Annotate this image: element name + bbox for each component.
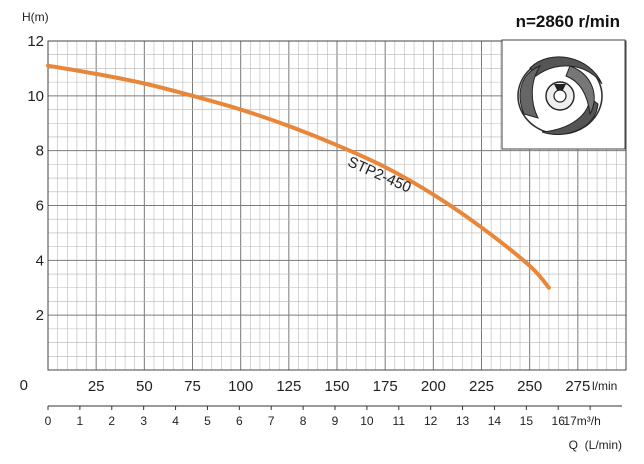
secondary-tick-label: 8 [300,414,307,428]
x-tick-label: 75 [184,378,201,395]
secondary-tick-label: 11 [393,414,406,428]
secondary-tick-label: 9 [332,414,339,428]
plot-border [47,40,627,371]
impeller-inset [501,39,626,150]
secondary-tick-label: 6 [236,414,243,428]
y-axis-label: H(m) [22,10,49,24]
secondary-tick-label: 4 [172,414,179,428]
secondary-tick-label: 12 [424,414,438,428]
y-tick-label: 2 [36,307,44,324]
secondary-tick-label: 7 [268,414,275,428]
y-tick-label: 10 [27,88,44,105]
x-tick-label: 125 [276,378,301,395]
series-curves [46,63,551,290]
series-line [46,63,551,290]
secondary-tick-label: 2 [108,414,115,428]
y-tick-labels: 2 4 6 8 10 12 [27,33,44,324]
y-tick-label: 8 [36,143,44,160]
secondary-tick-label: 13 [456,414,470,428]
secondary-tick-label: 0 [45,414,52,428]
secondary-tick-label: 5 [204,414,211,428]
secondary-axis-label: Q (L/min) [569,438,622,452]
y-tick-label: 6 [36,198,44,215]
x-tick-label: 150 [324,378,349,395]
x-tick-label: 25 [88,378,105,395]
x-unit-label: l/min [592,379,617,393]
x-tick-label: 200 [421,378,446,395]
secondary-tick-label: 15 [520,414,534,428]
x-tick-label: 100 [228,378,253,395]
x-tick-labels: 25 50 75 100 125 150 175 200 225 250 275 [88,378,591,395]
x-tick-label: 50 [136,378,153,395]
x-tick-label: 225 [469,378,494,395]
x-tick-label: 250 [517,378,542,395]
y-zero-label: 0 [20,377,28,394]
x-tick-label: 275 [565,378,590,395]
secondary-tick-label: 16 [552,414,566,428]
secondary-tick-label: 14 [488,414,502,428]
secondary-tick-label: 10 [360,414,374,428]
secondary-tick-label: 17m³/h [563,414,600,428]
secondary-tick-label: 3 [140,414,147,428]
impeller-icon [517,56,603,135]
y-tick-label: 12 [27,33,44,50]
secondary-tick-label: 1 [77,414,84,428]
chart-title: n=2860 r/min [516,12,620,31]
y-tick-label: 4 [36,252,44,269]
x-tick-label: 175 [373,378,398,395]
